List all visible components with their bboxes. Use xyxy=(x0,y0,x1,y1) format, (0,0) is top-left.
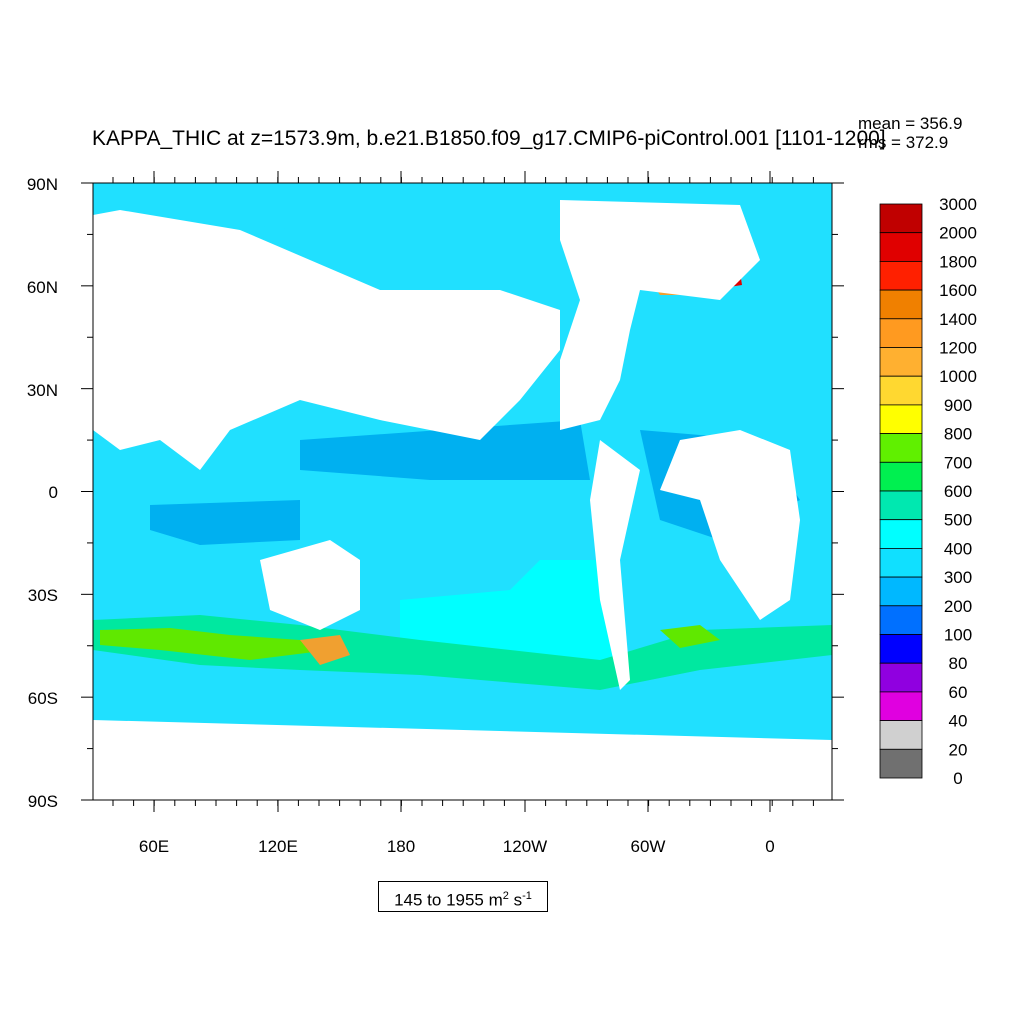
range-sup-1: 2 xyxy=(502,890,509,902)
colorbar-label: 1200 xyxy=(939,339,977,358)
colorbar-box xyxy=(879,203,923,234)
eurasia-land xyxy=(93,210,560,470)
map-field xyxy=(93,183,832,800)
colorbar-box xyxy=(879,318,923,348)
acc-strong-atlantic xyxy=(660,625,720,648)
lat-tick-90n: 90N xyxy=(27,175,58,194)
south-america-land xyxy=(590,440,640,690)
stats-block: mean = 356.9 rms = 372.9 xyxy=(858,114,962,152)
lat-tick-eq: 0 xyxy=(49,483,58,502)
acc-strong-indian xyxy=(100,628,330,660)
africa-land xyxy=(660,430,800,620)
colorbar-label: 700 xyxy=(944,453,972,472)
range-box: 145 to 1955 m2 s-1 xyxy=(378,881,548,912)
colorbar-box xyxy=(879,662,923,693)
colorbar-box xyxy=(879,433,923,463)
colorbar-label: 400 xyxy=(944,539,972,558)
colorbar-label: 300 xyxy=(944,568,972,587)
colorbar-label: 80 xyxy=(949,654,968,673)
colorbar-label: 200 xyxy=(944,597,972,616)
colorbar-label: 20 xyxy=(949,740,968,759)
colorbar-box xyxy=(879,605,923,635)
antarctica-land xyxy=(93,720,832,800)
hotspot-tasman xyxy=(300,635,350,665)
colorbar-box xyxy=(879,691,923,722)
colorbar-label: 60 xyxy=(949,683,968,702)
lon-tick-60w: 60W xyxy=(631,837,666,856)
pacific-warm-pool xyxy=(300,420,590,480)
chart-title: KAPPA_THIC at z=1573.9m, b.e21.B1850.f09… xyxy=(92,127,886,150)
lon-tick-120e: 120E xyxy=(258,837,298,856)
acc-band xyxy=(93,615,832,690)
lon-tick-0: 0 xyxy=(765,837,774,856)
colorbar-box xyxy=(879,634,923,664)
lat-tick-30s: 30S xyxy=(28,586,58,605)
lat-tick-30n: 30N xyxy=(27,381,58,400)
lat-tick-60n: 60N xyxy=(27,278,58,297)
colorbar-box xyxy=(879,720,923,750)
indian-warm-pool xyxy=(150,500,300,545)
colorbar-box xyxy=(879,548,923,578)
colorbar-label: 1600 xyxy=(939,281,977,300)
colorbar-box xyxy=(879,490,923,521)
australia-land xyxy=(260,540,360,630)
colorbar-label: 100 xyxy=(944,626,972,645)
colorbar-label: 1400 xyxy=(939,310,977,329)
colorbar-box xyxy=(879,748,923,779)
colorbar-label: 900 xyxy=(944,396,972,415)
lon-tick-120w: 120W xyxy=(503,837,547,856)
colorbar-label: 0 xyxy=(953,769,962,788)
colorbar-label: 600 xyxy=(944,482,972,501)
range-sup-2: -1 xyxy=(522,890,532,902)
colorbar-label: 1000 xyxy=(939,367,977,386)
colorbar-box xyxy=(879,347,923,377)
mean-stat: mean = 356.9 xyxy=(858,114,963,133)
colorbar-label: 3000 xyxy=(939,195,977,214)
arctic-ocean xyxy=(93,183,832,230)
colorbar: 3000200018001600140012001000900800700600… xyxy=(879,195,977,788)
lon-tick-180: 180 xyxy=(387,837,415,856)
colorbar-box xyxy=(879,519,923,549)
colorbar-label: 40 xyxy=(949,712,968,731)
range-text: 145 to 1955 m xyxy=(394,890,503,910)
colorbar-box xyxy=(879,232,923,262)
colorbar-box xyxy=(879,260,923,291)
colorbar-box xyxy=(879,404,923,434)
colorbar-label: 2000 xyxy=(939,224,977,243)
lat-tick-90s: 90S xyxy=(28,792,58,811)
lon-tick-60e: 60E xyxy=(139,837,169,856)
colorbar-box xyxy=(879,375,923,406)
colorbar-box xyxy=(879,289,923,320)
colorbar-label: 1800 xyxy=(939,252,977,271)
rms-stat: rms = 372.9 xyxy=(858,133,949,152)
range-text-2: s xyxy=(508,890,523,910)
colorbar-box xyxy=(879,576,923,607)
colorbar-label: 800 xyxy=(944,425,972,444)
colorbar-box xyxy=(879,461,923,492)
colorbar-label: 500 xyxy=(944,511,972,530)
north-america-land xyxy=(560,200,760,430)
lat-tick-60s: 60S xyxy=(28,689,58,708)
